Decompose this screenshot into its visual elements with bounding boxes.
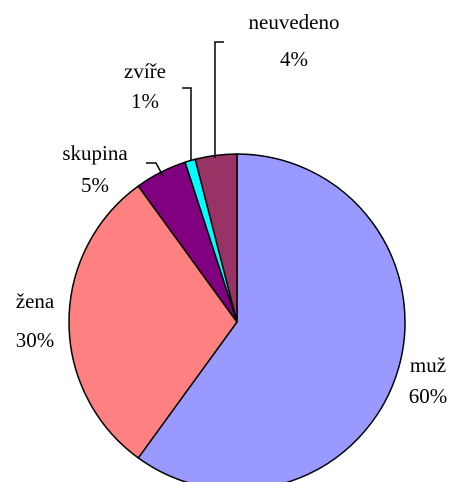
value-label: 1% (131, 89, 159, 113)
slice-label: žena (16, 289, 55, 313)
leader-line (146, 162, 164, 177)
slice-label: muž (410, 353, 446, 377)
value-label: 60% (409, 384, 448, 408)
pie-slice (194, 153, 238, 323)
value-label: 4% (280, 47, 308, 71)
value-label: 30% (16, 328, 55, 352)
value-label: 5% (81, 173, 109, 197)
pie (68, 153, 406, 482)
labels: muž 60% žena 30% skupina 5% zvíře 1% neuvedeno 4% (16, 10, 448, 408)
leader-line (214, 41, 224, 158)
pie-slice (68, 185, 238, 459)
leader-line (182, 87, 192, 160)
pie-slice (137, 153, 406, 482)
slice-label: zvíře (124, 59, 166, 83)
slice-label: skupina (62, 141, 128, 165)
slice-label: neuvedeno (249, 10, 340, 34)
